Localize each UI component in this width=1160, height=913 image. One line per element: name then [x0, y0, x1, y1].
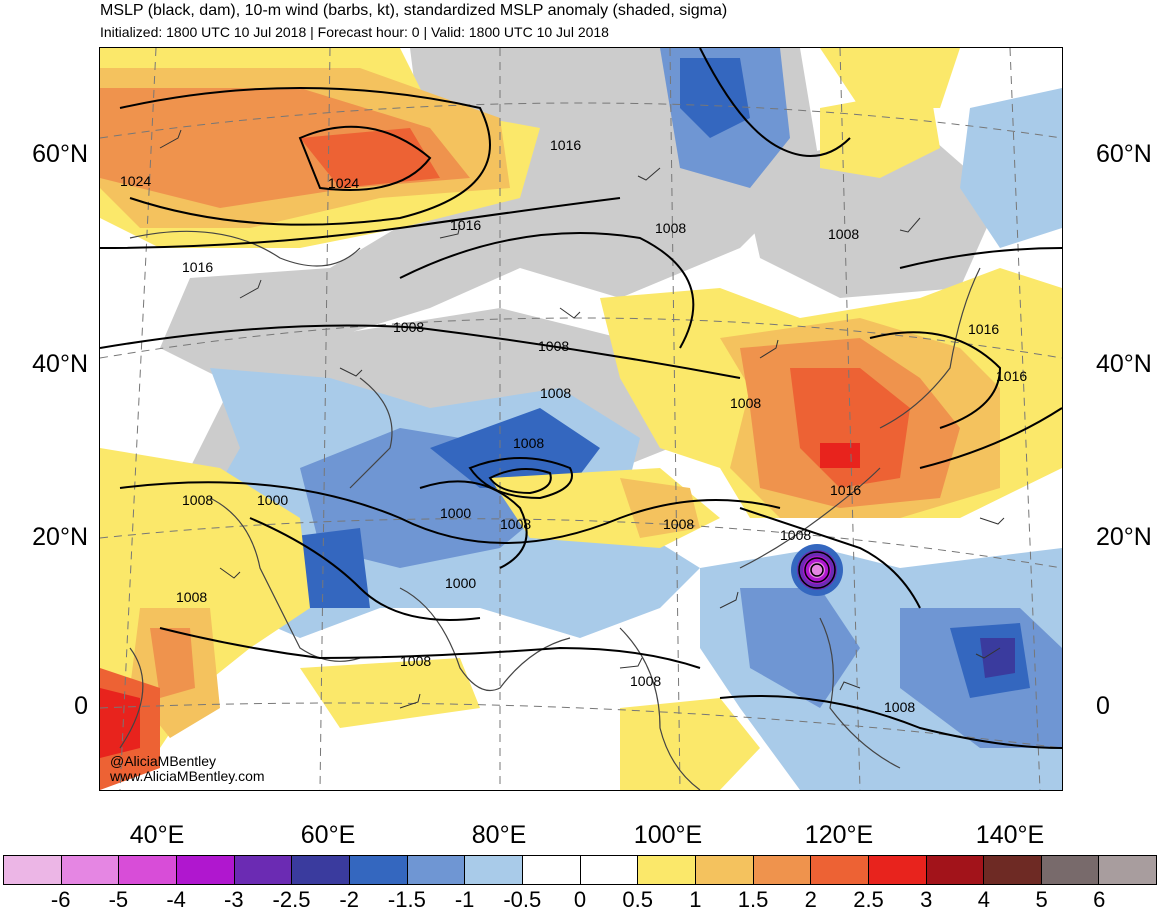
- lat-label-60n-right: 60°N: [1096, 140, 1152, 168]
- lat-label-0-right: 0: [1096, 692, 1110, 720]
- colorbar-tick-label: -4: [166, 887, 186, 912]
- isobar-label: 1008: [828, 226, 859, 242]
- isobar-label: 1016: [830, 482, 861, 498]
- isobar-label: 1000: [440, 505, 471, 521]
- colorbar-tick-label: 3: [920, 887, 933, 912]
- colorbar-tick-label: -5: [108, 887, 129, 912]
- colorbar-swatch: [1099, 856, 1157, 884]
- wind-barb-icon: [159, 129, 182, 149]
- graticule: [100, 48, 1062, 790]
- wind-barbs: [159, 129, 1005, 709]
- colorbar-swatch: [349, 856, 408, 884]
- colorbar-tick-label: 2: [804, 887, 817, 912]
- colorbar-tick-label: 2.5: [853, 887, 884, 912]
- isobar-label: 1008: [630, 673, 661, 689]
- colorbar-swatch: [292, 856, 350, 884]
- map-title: MSLP (black, dam), 10-m wind (barbs, kt)…: [100, 2, 728, 19]
- colorbar-swatch: [176, 856, 235, 884]
- map-panel: 1024 1024 1016 1016 1016 1008 1008 1008 …: [99, 47, 1063, 791]
- lon-label-120e: 120°E: [804, 821, 874, 849]
- colorbar-tick-label: -1.5: [387, 887, 426, 912]
- colorbar-swatch: [753, 856, 812, 884]
- isobar-label: 1016: [550, 137, 581, 153]
- anomaly-shading: [100, 48, 1062, 790]
- colorbar-swatch: [695, 856, 754, 884]
- colorbar-tick-label: -0.5: [503, 887, 542, 912]
- isobar-label: 1008: [884, 699, 915, 715]
- isobar-label: 1008: [730, 395, 761, 411]
- colorbar-swatch: [465, 856, 523, 884]
- colorbar-tick-label: 0.5: [622, 887, 653, 912]
- colorbar-tick-label: -6: [50, 887, 71, 912]
- colorbar-swatch: [811, 856, 869, 884]
- colorbar-swatch: [234, 856, 293, 884]
- colorbar-swatch: [868, 856, 927, 884]
- credit-website: www.AliciaMBentley.com: [109, 768, 265, 784]
- isobar-label: 1016: [968, 321, 999, 337]
- lat-label-60n-left: 60°N: [32, 140, 88, 168]
- credit-handle: @AliciaMBentley: [110, 753, 216, 769]
- colorbar-tick-label: 1.5: [737, 887, 769, 912]
- isobar-label: 1008: [780, 527, 811, 543]
- colorbar-swatch: [522, 856, 581, 884]
- colorbar-swatch: [119, 856, 177, 884]
- lat-label-40n-left: 40°N: [32, 350, 88, 378]
- isobar-label: 1016: [450, 217, 481, 233]
- colorbar-swatch: [580, 856, 639, 884]
- colorbar-swatch: [984, 856, 1042, 884]
- lat-label-20n-left: 20°N: [32, 523, 88, 551]
- isobar-label: 1016: [996, 368, 1027, 384]
- colorbar-tick-label: -2.5: [272, 887, 311, 912]
- isobar-label: 1008: [176, 589, 207, 605]
- isobar-label: 1016: [182, 259, 213, 275]
- colorbar-tick-label: 6: [1093, 887, 1106, 912]
- colorbar-tick-label: 0: [573, 887, 587, 912]
- isobar-label: 1008: [655, 220, 686, 236]
- lat-label-40n-right: 40°N: [1096, 350, 1152, 378]
- isobar-label: 1024: [328, 175, 359, 191]
- map-subtitle: Initialized: 1800 UTC 10 Jul 2018 | Fore…: [100, 24, 609, 40]
- isobar-label: 1000: [445, 575, 476, 591]
- lon-label-40e: 40°E: [129, 821, 185, 849]
- colorbar: [3, 855, 1157, 885]
- lon-label-100e: 100°E: [633, 821, 703, 849]
- colorbar-tick-label: -3: [224, 887, 244, 912]
- colorbar-swatch: [4, 856, 62, 884]
- isobar-label: 1008: [400, 653, 431, 669]
- isobar-label: 1008: [540, 385, 571, 401]
- colorbar-tick-label: 5: [1035, 887, 1048, 912]
- isobar-label: 1008: [182, 492, 213, 508]
- isobar-label: 1008: [513, 435, 544, 451]
- colorbar-swatch: [61, 856, 120, 884]
- isobar-label: 1008: [500, 516, 531, 532]
- isobar-label: 1008: [663, 516, 694, 532]
- lat-label-0-left: 0: [74, 692, 88, 720]
- lon-label-60e: 60°E: [300, 821, 356, 849]
- colorbar-tick-label: 1: [689, 887, 702, 912]
- colorbar-tick-label: 4: [977, 887, 991, 912]
- colorbar-swatch: [407, 856, 466, 884]
- colorbar-swatch: [638, 856, 696, 884]
- colorbar-swatch: [926, 856, 985, 884]
- colorbar-swatch: [1041, 856, 1100, 884]
- colorbar-tick-label: -1: [454, 887, 475, 912]
- typhoon-isobars: [798, 551, 836, 589]
- lon-label-140e: 140°E: [975, 821, 1045, 849]
- isobar-label: 1008: [393, 319, 424, 335]
- colorbar-tick-label: -2: [339, 887, 359, 912]
- coastlines: [119, 230, 981, 790]
- isobar-label: 1000: [257, 492, 288, 508]
- lon-label-80e: 80°E: [471, 821, 527, 849]
- isobars: [100, 48, 1062, 749]
- lat-label-20n-right: 20°N: [1096, 523, 1152, 551]
- typhoon-low-icon: [798, 551, 836, 589]
- isobar-label: 1008: [538, 338, 569, 354]
- isobar-label: 1024: [120, 173, 151, 189]
